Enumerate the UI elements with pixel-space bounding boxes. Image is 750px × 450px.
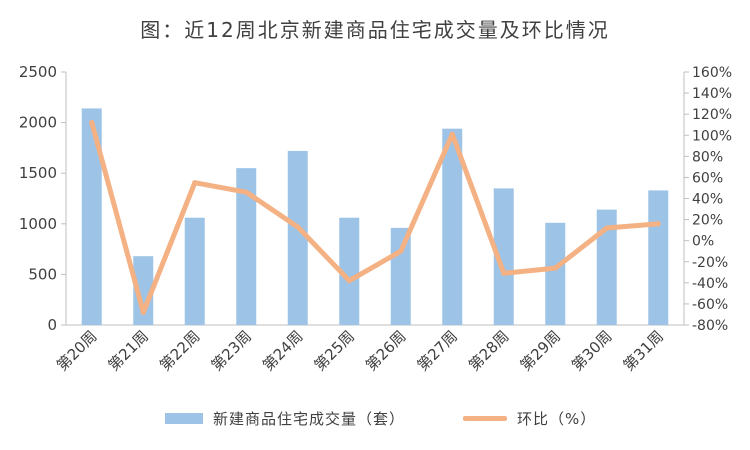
x-tick-label: 第21周 bbox=[105, 327, 152, 374]
mom-point bbox=[295, 224, 301, 230]
mom-line bbox=[89, 120, 661, 315]
right-tick-label: 140% bbox=[692, 86, 732, 102]
right-tick-label: -80% bbox=[692, 318, 728, 334]
x-tick-label: 第20周 bbox=[53, 327, 100, 374]
volume-bar bbox=[287, 150, 308, 325]
right-tick-label: 60% bbox=[692, 170, 723, 186]
mom-point bbox=[449, 131, 455, 137]
mom-point bbox=[192, 180, 198, 186]
mom-point bbox=[552, 265, 558, 271]
x-tick-label: 第24周 bbox=[259, 327, 306, 374]
volume-bar bbox=[596, 209, 617, 325]
x-tick-label: 第31周 bbox=[620, 327, 667, 374]
right-tick-label: 20% bbox=[692, 213, 723, 229]
mom-point bbox=[140, 309, 146, 315]
mom-point bbox=[501, 270, 507, 276]
right-tick-label: 0% bbox=[692, 234, 714, 250]
mom-point bbox=[89, 120, 95, 126]
left-tick-label: 0 bbox=[47, 316, 57, 334]
volume-bar bbox=[184, 217, 205, 325]
legend-label-mom: 环比（%） bbox=[517, 410, 597, 428]
legend-swatch-mom bbox=[463, 416, 507, 421]
right-tick-label: 160% bbox=[692, 65, 732, 81]
left-tick-label: 1000 bbox=[19, 215, 57, 233]
volume-bar bbox=[545, 222, 566, 325]
right-tick-label: 120% bbox=[692, 107, 732, 123]
volume-bar bbox=[339, 217, 360, 325]
right-tick-label: 100% bbox=[692, 128, 732, 144]
volume-bar bbox=[81, 108, 102, 325]
legend: 新建商品住宅成交量（套） 环比（%） bbox=[0, 408, 750, 436]
x-tick-label: 第22周 bbox=[156, 327, 203, 374]
right-tick-label: 40% bbox=[692, 192, 723, 208]
mom-point bbox=[346, 278, 352, 284]
mom-point bbox=[655, 221, 661, 227]
volume-bar bbox=[133, 256, 154, 325]
x-tick-label: 第26周 bbox=[362, 327, 409, 374]
mom-point bbox=[604, 225, 610, 231]
right-tick-label: -20% bbox=[692, 255, 728, 271]
left-tick-label: 2000 bbox=[19, 114, 57, 132]
x-tick-label: 第29周 bbox=[517, 327, 564, 374]
mom-point bbox=[398, 248, 404, 254]
volume-bar bbox=[493, 188, 514, 325]
right-tick-label: -40% bbox=[692, 276, 728, 292]
volume-bar bbox=[648, 190, 669, 325]
left-tick-label: 1500 bbox=[19, 164, 57, 182]
volume-bar bbox=[390, 227, 411, 325]
right-tick-label: -60% bbox=[692, 297, 728, 313]
x-tick-label: 第30周 bbox=[568, 327, 615, 374]
left-tick-label: 500 bbox=[28, 265, 57, 283]
chart-title: 图：近12周北京新建商品住宅成交量及环比情况 bbox=[140, 18, 610, 42]
volume-bar bbox=[442, 128, 463, 325]
right-tick-label: 80% bbox=[692, 149, 723, 165]
legend-swatch-volume bbox=[165, 413, 203, 424]
x-tick-label: 第25周 bbox=[311, 327, 358, 374]
volume-bar bbox=[236, 168, 257, 325]
legend-label-volume: 新建商品住宅成交量（套） bbox=[213, 410, 406, 428]
legend-item-mom: 环比（%） bbox=[463, 408, 596, 429]
legend-item-volume: 新建商品住宅成交量（套） bbox=[165, 408, 405, 429]
left-tick-label: 2500 bbox=[19, 63, 57, 81]
mom-point bbox=[243, 189, 249, 195]
x-tick-label: 第23周 bbox=[208, 327, 255, 374]
x-tick-label: 第27周 bbox=[414, 327, 461, 374]
x-tick-label: 第28周 bbox=[465, 327, 512, 374]
